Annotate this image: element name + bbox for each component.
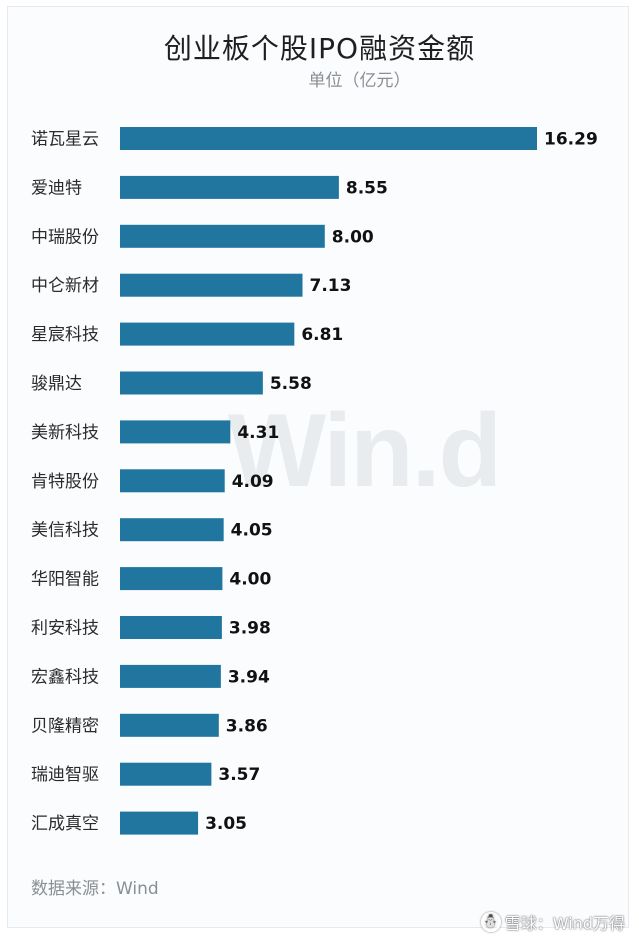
chart-title: 创业板个股IPO融资金额 [163,32,476,65]
bar [120,322,295,346]
bar [120,273,303,297]
category-label: 华阳智能 [31,570,99,590]
category-label: 肯特股份 [31,472,99,492]
value-label: 3.05 [205,814,247,834]
value-label: 6.81 [301,325,343,345]
bar [120,371,263,395]
bar [120,127,537,150]
bar [120,664,221,688]
category-label: 贝隆精密 [31,716,99,736]
bar [120,469,225,493]
category-label: 星宸科技 [31,325,99,345]
unit-subtitle: 单位（亿元） [308,71,411,91]
value-label: 4.05 [231,521,273,541]
value-label: 4.09 [232,472,274,492]
category-label: 利安科技 [31,619,99,639]
bar [120,567,223,591]
brand-mark: ⛄ 雪球：Wind万得 [480,910,625,934]
value-label: 3.57 [218,765,260,785]
value-label: 8.00 [332,227,374,247]
category-label: 骏鼎达 [31,374,82,394]
data-source: 数据来源：Wind [31,879,159,899]
bar [120,811,199,835]
category-label: 美新科技 [31,423,99,443]
value-label: 3.98 [229,619,271,639]
bar [120,518,224,542]
bar [120,713,219,737]
value-label: 3.86 [226,716,268,736]
chart-card [7,6,629,928]
category-label: 美信科技 [31,521,99,541]
value-label: 4.00 [229,570,271,590]
snowball-icon: ⛄ [480,912,501,932]
category-label: 爱迪特 [31,178,82,198]
value-label: 7.13 [310,276,352,296]
wind-watermark: Win.d [228,393,502,509]
value-label: 8.55 [346,178,388,198]
bar [120,224,325,248]
value-label: 4.31 [237,423,279,443]
brand-text: 雪球：Wind万得 [504,914,625,933]
value-label: 16.29 [544,130,598,150]
category-label: 瑞迪智驱 [31,765,99,785]
bar [120,175,339,199]
category-label: 中仑新材 [31,276,99,296]
bar [120,762,212,786]
category-label: 诺瓦星云 [31,130,99,150]
value-label: 3.94 [228,667,270,687]
category-label: 中瑞股份 [31,227,99,247]
bar [120,616,222,639]
category-label: 汇成真空 [31,814,99,834]
value-label: 5.58 [270,374,312,394]
category-label: 宏鑫科技 [31,667,99,687]
bar [120,420,231,444]
